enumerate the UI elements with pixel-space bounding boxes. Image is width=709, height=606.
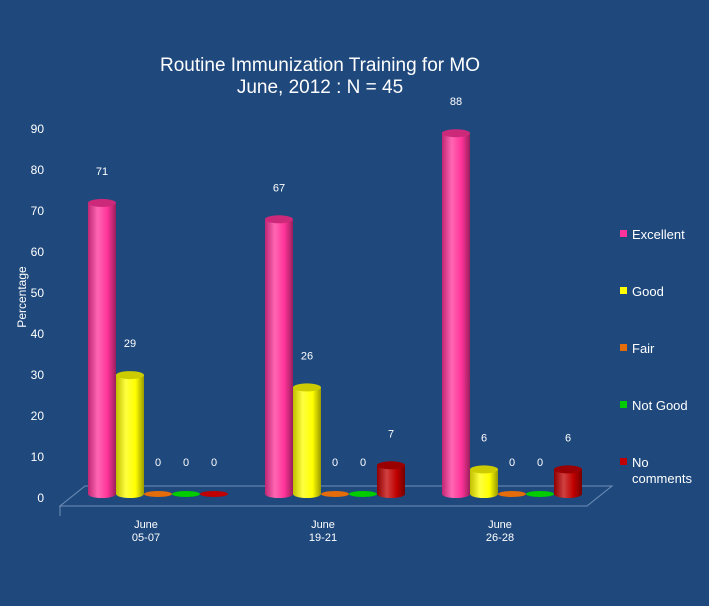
legend-label-excellent: Excellent — [632, 227, 685, 242]
legend-swatch-no-comments — [620, 458, 627, 465]
legend-label-fair: Fair — [632, 341, 655, 356]
data-label: 6 — [565, 432, 571, 444]
y-tick-label: 10 — [31, 450, 45, 464]
data-label: 0 — [509, 457, 515, 469]
data-label: 0 — [155, 457, 161, 469]
data-label: 6 — [481, 432, 487, 444]
y-tick-label: 70 — [31, 204, 45, 218]
bar-top — [293, 383, 321, 392]
bar-top — [377, 461, 405, 470]
data-label: 29 — [124, 338, 136, 350]
bar-top — [554, 465, 582, 474]
bar-not-good-zero — [526, 491, 554, 497]
data-label: 7 — [388, 428, 394, 440]
bar-top — [116, 371, 144, 380]
legend-label-no-comments: No comments — [632, 455, 692, 486]
legend-swatch-not-good — [620, 401, 627, 408]
bar-top — [470, 465, 498, 474]
bar-good — [470, 469, 498, 498]
y-tick-label: 90 — [31, 122, 45, 136]
bar-fair-zero — [498, 491, 526, 497]
bar-top — [442, 129, 470, 138]
legend-swatch-excellent — [620, 230, 627, 237]
x-category-label: 19-21 — [309, 532, 337, 544]
y-tick-label: 30 — [31, 368, 45, 382]
y-tick-label: 80 — [31, 163, 45, 177]
legend-label-good: Good — [632, 284, 664, 299]
y-tick-label: 60 — [31, 245, 45, 259]
data-label: 0 — [537, 457, 543, 469]
legend-swatch-fair — [620, 344, 627, 351]
data-label: 67 — [273, 182, 285, 194]
bar-excellent — [442, 133, 470, 498]
legend-label-not-good: Not Good — [632, 398, 688, 413]
x-category-label: 05-07 — [132, 532, 160, 544]
bar-not-good-zero — [349, 491, 377, 497]
bar-not-good-zero — [172, 491, 200, 497]
bar-no-comments — [377, 465, 405, 498]
bar-excellent — [265, 219, 293, 499]
y-tick-label: 0 — [37, 491, 44, 505]
bar-top — [88, 198, 116, 207]
legend-swatch-good — [620, 287, 627, 294]
bar-top — [265, 215, 293, 224]
data-label: 71 — [96, 166, 108, 178]
data-label: 0 — [183, 457, 189, 469]
x-category-label: June — [134, 519, 158, 531]
chart-subtitle: June, 2012 : N = 45 — [236, 77, 404, 98]
bar-good — [116, 375, 144, 498]
bar-good — [293, 387, 321, 498]
y-tick-label: 20 — [31, 409, 45, 423]
data-label: 88 — [450, 96, 462, 108]
bar-no-comments — [554, 469, 582, 498]
bar-no-comments-zero — [200, 491, 228, 497]
data-label: 0 — [211, 457, 217, 469]
data-label: 0 — [360, 457, 366, 469]
x-category-label: June — [311, 519, 335, 531]
y-tick-label: 40 — [31, 327, 45, 341]
y-tick-label: 50 — [31, 286, 45, 300]
y-axis-label: Percentage — [15, 266, 29, 328]
bar-excellent — [88, 202, 116, 498]
data-label: 26 — [301, 350, 313, 362]
bar-fair-zero — [321, 491, 349, 497]
chart-title: Routine Immunization Training for MO — [160, 55, 480, 76]
data-label: 0 — [332, 457, 338, 469]
bar-fair-zero — [144, 491, 172, 497]
x-category-label: June — [488, 519, 512, 531]
x-category-label: 26-28 — [486, 532, 514, 544]
